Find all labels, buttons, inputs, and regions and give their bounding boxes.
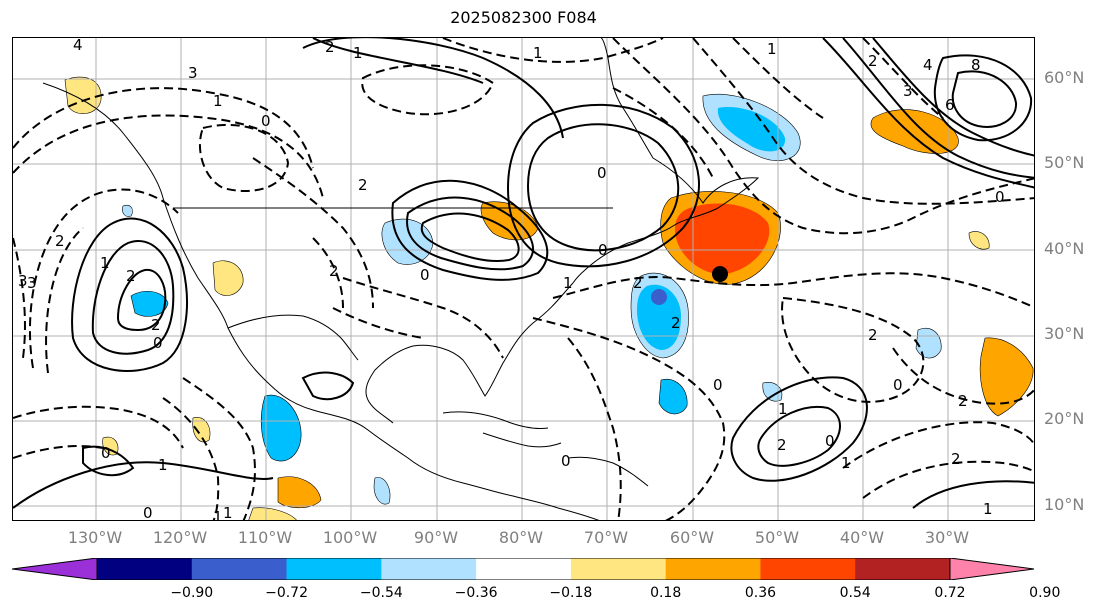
lon-label: 30°W xyxy=(924,528,970,547)
colorbar-segment xyxy=(286,558,382,580)
contour-label: 2 xyxy=(958,392,968,410)
colorbar-extend-high xyxy=(950,558,1034,580)
colorbar-tick-label: −0.54 xyxy=(359,585,403,601)
contours-solid xyxy=(13,38,1034,509)
contour-label: 0 xyxy=(598,241,608,259)
map-panel: 4 3 1 0 2 1 2 0 2 1 2 3 0 2 0 1 0 1 2 4 … xyxy=(12,37,1035,521)
contour-label: 0 xyxy=(153,334,163,352)
contour-label: 4 xyxy=(923,56,933,74)
lon-label: 90°W xyxy=(413,528,459,547)
contour-label: 1 xyxy=(767,40,777,58)
contour-label: 0 xyxy=(995,188,1005,206)
contour-label: 0 xyxy=(561,452,571,470)
contour-label: 2 xyxy=(951,450,961,468)
position-marker xyxy=(712,266,728,282)
contour-label: 8 xyxy=(971,56,981,74)
colorbar xyxy=(12,558,1035,580)
contour-label: 1 xyxy=(213,508,223,521)
contour-label: 6 xyxy=(945,96,955,114)
lon-label: 70°W xyxy=(583,528,629,547)
colorbar-segment xyxy=(760,558,856,580)
contour-label: 2 xyxy=(671,314,681,332)
colorbar-tick-label: 0.36 xyxy=(744,585,777,601)
contour-label: 0 xyxy=(261,112,271,130)
colorbar-tick-label: −0.90 xyxy=(170,585,214,601)
contour-label: 1 xyxy=(353,44,363,62)
colorbar-tick-label: 0.54 xyxy=(839,585,871,601)
colorbar-tick-label: −0.72 xyxy=(265,585,308,601)
contour-label: 2 xyxy=(126,267,136,285)
contour-label: 2 xyxy=(325,38,335,56)
contour-labels: 4 3 1 0 2 1 2 0 2 1 2 3 0 2 0 1 0 1 2 4 … xyxy=(18,38,1005,521)
contour-label: 0 xyxy=(713,376,723,394)
contour-label: 1 xyxy=(158,456,168,474)
contour-label: 3 xyxy=(18,272,28,290)
lat-label: 10°N xyxy=(1044,495,1085,514)
contour-label: 2 xyxy=(868,326,878,344)
contour-label: 0 xyxy=(101,444,111,462)
colorbar-tick-label: −0.36 xyxy=(454,585,498,601)
colorbar-tick-label: 0.72 xyxy=(934,585,966,601)
contour-label: 2 xyxy=(358,176,368,194)
contour-label: 0 xyxy=(420,266,430,284)
contour-label: 3 xyxy=(903,82,913,100)
map-title: 2025082300 F084 xyxy=(450,8,597,27)
map-canvas: 4 3 1 0 2 1 2 0 2 1 2 3 0 2 0 1 0 1 2 4 … xyxy=(13,38,1034,521)
contour-label: 1 xyxy=(533,44,543,62)
contour-label: 2 xyxy=(868,52,878,70)
colorbar-segments xyxy=(12,558,1034,580)
lon-label: 100°W xyxy=(322,528,378,547)
lat-label: 60°N xyxy=(1044,68,1085,87)
colorbar-tick-label: 0.90 xyxy=(1029,585,1061,601)
lon-label: 50°W xyxy=(754,528,800,547)
contour-label: 1 xyxy=(213,92,223,110)
contour-label: 1 xyxy=(223,504,233,521)
contour-label: 1 xyxy=(778,400,788,418)
contour-label: 2 xyxy=(329,262,339,280)
contour-label: 0 xyxy=(825,432,835,450)
contour-label: 0 xyxy=(893,376,903,394)
contours-dashed xyxy=(13,38,1034,520)
colorbar-extend-low xyxy=(12,558,97,580)
colorbar-segment xyxy=(476,558,572,580)
contour-label: 1 xyxy=(841,454,851,472)
contour-label: 2 xyxy=(55,232,65,250)
lat-label: 40°N xyxy=(1044,239,1085,258)
lat-label: 50°N xyxy=(1044,153,1085,172)
contour-label: 2 xyxy=(151,316,161,334)
colorbar-segment xyxy=(665,558,761,580)
colorbar-segment xyxy=(381,558,477,580)
contour-label: 1 xyxy=(563,274,573,292)
contour-label: 2 xyxy=(777,436,787,454)
lon-label: 110°W xyxy=(237,528,293,547)
lon-label: 60°W xyxy=(669,528,715,547)
lat-label: 20°N xyxy=(1044,409,1085,428)
contour-label: 0 xyxy=(143,504,153,521)
colorbar-segment xyxy=(191,558,288,580)
contour-label: 4 xyxy=(73,38,83,54)
contour-label: 3 xyxy=(188,64,198,82)
lon-label: 120°W xyxy=(152,528,208,547)
gridlines xyxy=(13,38,1034,520)
lon-label: 130°W xyxy=(67,528,123,547)
contour-label: 2 xyxy=(633,274,643,292)
colorbar-segment xyxy=(570,558,667,580)
contour-label: 0 xyxy=(597,164,607,182)
shaded-anomalies xyxy=(64,76,1034,520)
colorbar-segment xyxy=(855,558,951,580)
colorbar-tick-label: 0.18 xyxy=(650,585,682,601)
colorbar-tick-label: −0.18 xyxy=(549,585,593,601)
contour-label: 1 xyxy=(100,254,110,272)
contour-label: 1 xyxy=(983,500,993,518)
lon-label: 80°W xyxy=(498,528,544,547)
colorbar-segment xyxy=(97,558,193,580)
lon-label: 40°W xyxy=(839,528,885,547)
lat-label: 30°N xyxy=(1044,324,1085,343)
contour-label: 3 xyxy=(27,274,37,292)
